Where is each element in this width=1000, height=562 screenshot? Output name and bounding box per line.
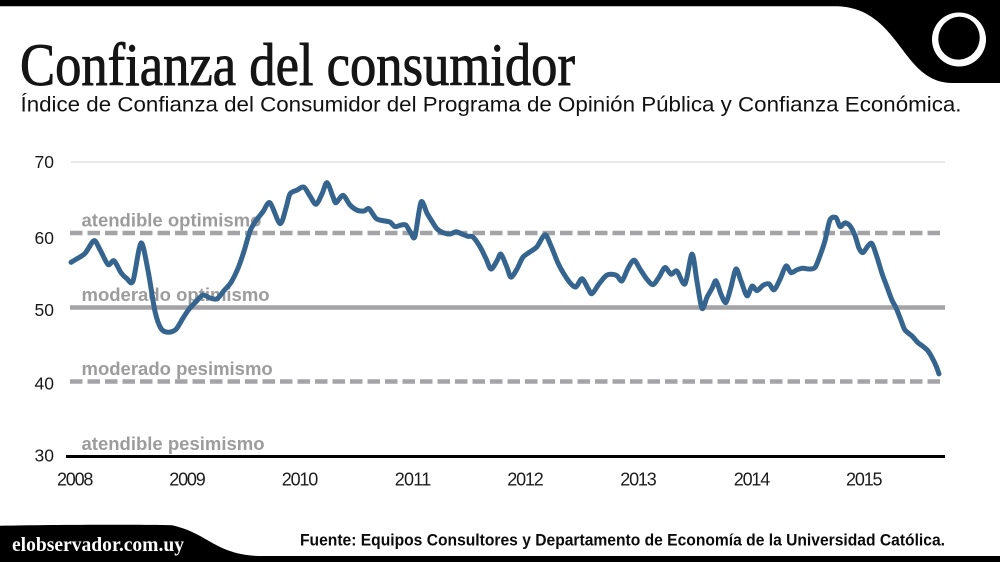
- svg-text:elobservador.com.uy: elobservador.com.uy: [12, 534, 184, 556]
- svg-text:30: 30: [35, 446, 55, 466]
- svg-text:50: 50: [35, 300, 55, 320]
- svg-text:Confianza del consumidor: Confianza del consumidor: [20, 32, 575, 98]
- svg-text:2009: 2009: [169, 470, 206, 490]
- svg-text:moderado optimismo: moderado optimismo: [82, 284, 270, 305]
- svg-text:2011: 2011: [395, 470, 432, 490]
- svg-text:Fuente: Equipos Consultores y: Fuente: Equipos Consultores y Departamen…: [300, 531, 945, 550]
- svg-text:atendible optimismo: atendible optimismo: [82, 210, 262, 231]
- svg-text:atendible pesimismo: atendible pesimismo: [82, 433, 265, 454]
- svg-text:60: 60: [35, 228, 55, 248]
- svg-text:2015: 2015: [846, 470, 883, 490]
- svg-text:2012: 2012: [507, 470, 544, 490]
- svg-text:2008: 2008: [57, 470, 94, 490]
- svg-text:Índice de Confianza del Consum: Índice de Confianza del Consumidor del P…: [21, 94, 962, 117]
- svg-text:2010: 2010: [282, 470, 319, 490]
- svg-text:40: 40: [35, 374, 55, 394]
- svg-text:70: 70: [35, 152, 55, 172]
- svg-text:2013: 2013: [620, 470, 657, 490]
- svg-text:2014: 2014: [734, 470, 771, 490]
- svg-text:moderado pesimismo: moderado pesimismo: [82, 358, 273, 379]
